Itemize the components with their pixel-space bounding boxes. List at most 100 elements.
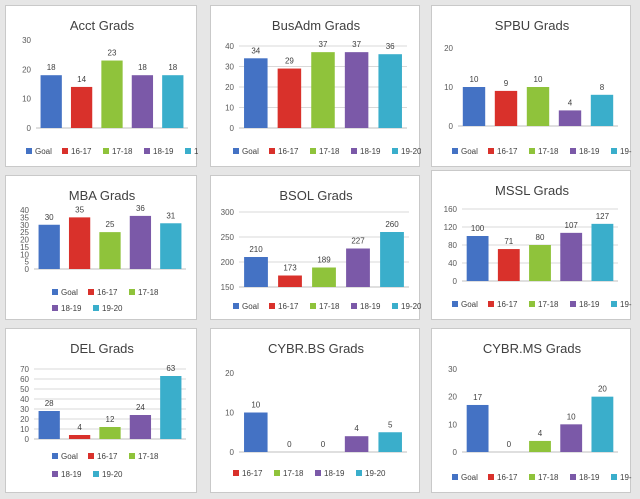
y-tick-label: 60	[20, 375, 29, 384]
y-tick-label: 0	[27, 124, 32, 133]
data-label: 100	[471, 224, 485, 233]
y-tick-label: 20	[448, 393, 457, 402]
legend-swatch-goal	[233, 148, 239, 154]
data-label: 10	[534, 75, 543, 84]
y-tick-label: 10	[225, 409, 234, 418]
legend-label: 16-17	[278, 147, 299, 156]
bar-goal	[462, 87, 486, 126]
bar-18-19	[560, 232, 583, 281]
bar-17-18	[311, 52, 335, 128]
legend-label: 17-18	[538, 300, 559, 309]
chart-panel-cybr-ms-grads: CYBR.MS Grads 0 10 20 30 17 0 4 10 20 Goal 16-17 17-…	[431, 328, 632, 493]
data-label: 25	[106, 220, 115, 229]
legend-label: 16-17	[71, 147, 92, 156]
legend-swatch-18-19	[144, 148, 150, 154]
legend-swatch-17-18	[129, 289, 135, 295]
y-tick-label: 35	[20, 213, 29, 222]
bar-17-18	[526, 87, 550, 126]
y-tick-label: 25	[20, 228, 29, 237]
legend-label: Goal	[461, 147, 478, 156]
y-tick-label: 10	[448, 420, 457, 429]
legend-swatch-17-18	[274, 470, 280, 476]
bar-18-19	[344, 52, 369, 128]
data-label: 107	[565, 221, 579, 230]
bar-17-18	[529, 245, 551, 281]
y-tick-label: 15	[20, 243, 29, 252]
data-label: 37	[319, 40, 328, 49]
data-label: 4	[538, 429, 543, 438]
bar-goal	[40, 75, 62, 128]
legend-swatch-18-19	[52, 471, 58, 477]
legend-label: 17-18	[319, 302, 340, 311]
data-label: 227	[351, 237, 365, 246]
bar-17-18	[99, 232, 121, 269]
chart-panel-del-grads: DEL Grads 0 10 20 30 40 50 60 70 28 4 12 24 63 Goal 16-…	[5, 328, 197, 493]
chart-title: Acct Grads	[70, 18, 135, 33]
y-tick-label: 10	[20, 425, 29, 434]
legend-swatch-goal	[52, 453, 58, 459]
y-tick-label: 250	[221, 233, 235, 242]
bar-18-19	[344, 436, 369, 452]
legend-swatch-17-18	[310, 303, 316, 309]
chart-panel-busadm-grads: BusAdm Grads 0 10 20 30 40 34 29 37 37 36 Goal 16-17…	[210, 5, 421, 167]
legend-label: 16-17	[97, 452, 118, 461]
legend-label: 16-17	[97, 288, 118, 297]
legend-swatch-17-18	[310, 148, 316, 154]
data-label: 29	[285, 57, 294, 66]
bar-goal	[244, 58, 268, 128]
legend-swatch-16-17	[269, 148, 275, 154]
chart-title: BusAdm Grads	[272, 18, 361, 33]
y-tick-label: 20	[22, 65, 31, 74]
chart-title: CYBR.BS Grads	[268, 341, 365, 356]
chart-svg: BSOL Grads 150 200 250 300 210 173 189 227 260 Goa…	[221, 188, 421, 311]
chart-title: CYBR.MS Grads	[483, 341, 582, 356]
bar-18-19	[131, 75, 154, 128]
legend-label: 17-18	[112, 147, 133, 156]
legend-swatch-19-20	[392, 148, 398, 154]
bar-19-20	[591, 223, 614, 281]
y-tick-label: 30	[20, 221, 29, 230]
bar-17-18	[529, 440, 551, 452]
bar-19-20	[160, 376, 182, 439]
legend-swatch-16-17	[488, 301, 494, 307]
y-tick-label: 10	[225, 104, 234, 113]
bar-19-20	[378, 432, 402, 452]
chart-panel-acct-grads: Acct Grads 0 10 20 30 18 14 23 18 18 Goal 16-17 17-1…	[5, 5, 198, 167]
y-tick-label: 5	[25, 258, 30, 267]
bar-19-20	[160, 223, 182, 269]
chart-svg: CYBR.BS Grads 0 10 20 10 0 0 4 5 16-17 17-18 18-19 1…	[225, 341, 407, 478]
legend-swatch-19-20	[611, 148, 617, 154]
legend-swatch-16-17	[269, 303, 275, 309]
data-label: 8	[600, 83, 605, 92]
data-label: 71	[504, 237, 513, 246]
bar-goal	[244, 257, 268, 287]
data-label: 10	[470, 75, 479, 84]
legend-label: 17-18	[538, 473, 559, 482]
legend-label: 18-19	[153, 147, 174, 156]
bar-16-17	[68, 217, 91, 269]
y-tick-label: 30	[448, 365, 457, 374]
y-tick-label: 40	[448, 259, 457, 268]
chart-title: MSSL Grads	[495, 183, 569, 198]
legend-label: 18-19	[579, 300, 600, 309]
data-label: 12	[106, 415, 115, 424]
y-tick-label: 20	[20, 236, 29, 245]
bar-goal	[466, 404, 489, 452]
bar-goal	[38, 411, 60, 439]
legend-label: 19-20	[194, 147, 198, 156]
bar-19-20	[380, 232, 404, 287]
y-tick-label: 70	[20, 365, 29, 374]
legend-swatch-17-18	[529, 474, 535, 480]
legend-label: 19-20	[620, 473, 632, 482]
legend-swatch-18-19	[570, 474, 576, 480]
y-tick-label: 50	[20, 385, 29, 394]
y-tick-label: 20	[20, 415, 29, 424]
data-label: 9	[504, 79, 509, 88]
legend-label: 19-20	[620, 147, 632, 156]
legend-label: 17-18	[538, 147, 559, 156]
bar-16-17	[68, 435, 91, 439]
bar-16-17	[494, 90, 518, 126]
data-label: 17	[473, 393, 482, 402]
legend-label: 18-19	[360, 302, 381, 311]
y-tick-label: 20	[225, 369, 234, 378]
